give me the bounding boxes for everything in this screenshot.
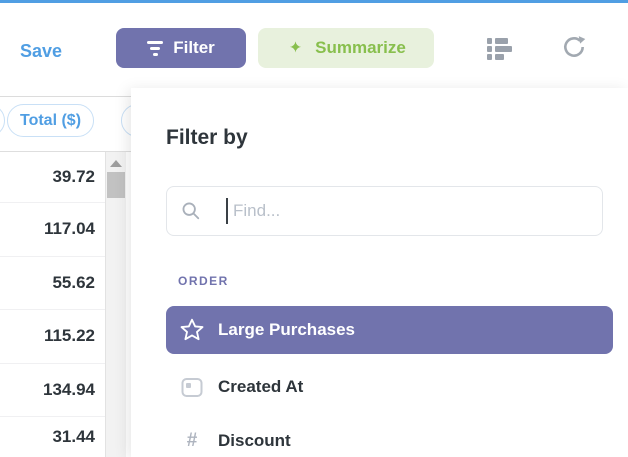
filter-item-label: Created At: [218, 377, 304, 396]
save-button[interactable]: Save: [20, 41, 63, 61]
section-label-order: ORDER: [178, 274, 229, 288]
star-icon: [179, 317, 205, 343]
filter-popover: Filter by ORDER Large Purchases: [131, 88, 628, 457]
scrollbar-up-arrow-icon[interactable]: [110, 160, 122, 167]
column-header-total[interactable]: Total ($): [7, 104, 94, 137]
filter-item-label: Discount: [218, 431, 291, 450]
table-header-row: Total ($): [0, 97, 165, 152]
notebook-row: [487, 38, 513, 44]
notebook-row: [487, 46, 513, 52]
scrollbar-thumb[interactable]: [107, 172, 125, 198]
refresh-icon[interactable]: [561, 34, 587, 60]
filter-item-large-purchases[interactable]: Large Purchases: [166, 306, 613, 354]
table-cell[interactable]: 117.04: [0, 203, 105, 257]
filter-item-discount[interactable]: # Discount: [166, 421, 613, 457]
filter-button[interactable]: Filter: [116, 28, 246, 68]
table-cell[interactable]: 31.44: [52, 427, 95, 446]
table-top-border: [0, 96, 131, 97]
vertical-scrollbar[interactable]: [105, 152, 126, 457]
search-box[interactable]: [166, 186, 603, 236]
summarize-button-label: Summarize: [315, 38, 406, 57]
filter-item-label: Large Purchases: [218, 320, 356, 339]
filter-button-label: Filter: [173, 38, 215, 57]
notebook-row: [487, 54, 513, 60]
filter-item-created-at[interactable]: Created At: [166, 367, 613, 407]
calendar-icon: [179, 377, 205, 398]
table-column-total: 39.72 117.04 55.62 115.22 134.94 31.44: [0, 152, 105, 457]
summarize-button[interactable]: Summarize: [258, 28, 434, 68]
table-cell[interactable]: 134.94: [0, 364, 105, 417]
table-cell[interactable]: 55.62: [0, 257, 105, 310]
text-cursor: [226, 198, 228, 224]
popover-title: Filter by: [166, 126, 248, 149]
table-cell[interactable]: 115.22: [0, 310, 105, 364]
notebook-view-icon[interactable]: [487, 38, 513, 60]
filter-funnel-icon: [147, 40, 164, 56]
column-header-partial-left[interactable]: [0, 104, 5, 137]
sparkle-icon: [286, 39, 305, 58]
table-cell[interactable]: 39.72: [0, 152, 105, 203]
search-icon: [182, 202, 200, 220]
search-input[interactable]: [231, 200, 602, 222]
number-icon: #: [186, 430, 198, 451]
brand-accent-bar: [0, 0, 628, 3]
